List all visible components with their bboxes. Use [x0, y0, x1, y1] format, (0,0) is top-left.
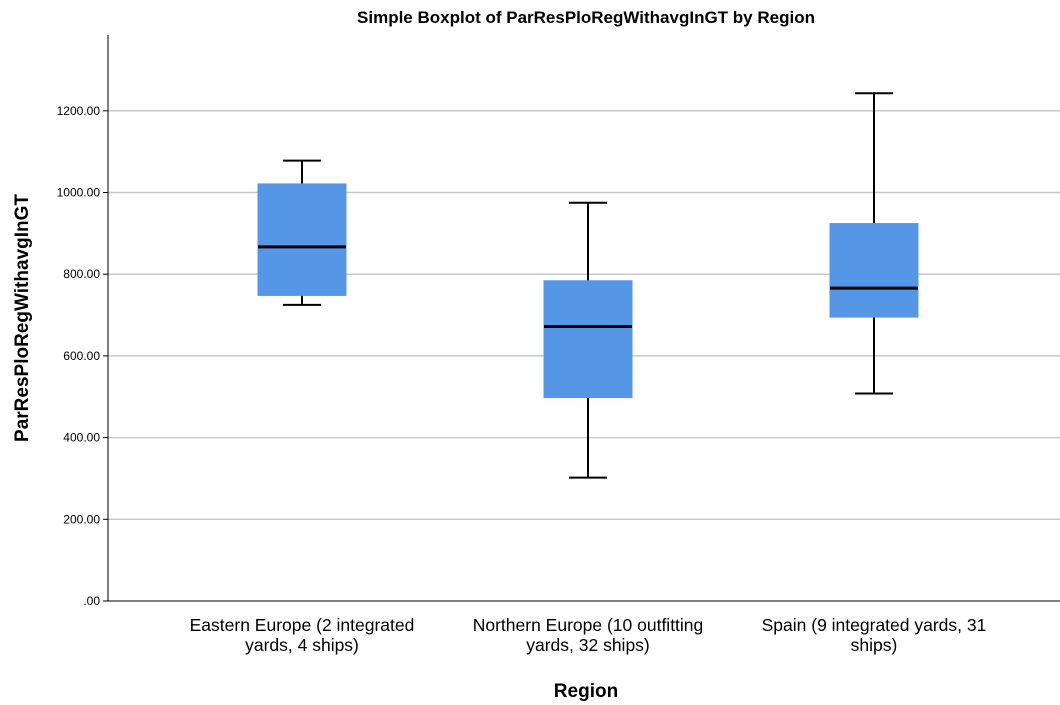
box-group [257, 159, 347, 306]
y-tick-label: 400.00 [63, 431, 100, 445]
iqr-box [543, 280, 633, 399]
box-group [543, 201, 633, 479]
y-tick-label: 200.00 [63, 512, 100, 526]
chart-title: Simple Boxplot of ParResPloRegWithavgInG… [357, 8, 815, 27]
iqr-box [257, 183, 347, 296]
y-ticks: .00 200.00 400.00 600.00 800.00 1000.00 1200.0… [57, 104, 108, 608]
x-tick-label: Eastern Europe (2 integrated yards, 4 shi… [190, 615, 415, 655]
box-group [829, 92, 919, 395]
y-tick-label: .00 [83, 594, 100, 608]
x-tick-label: Northern Europe (10 outfitting yards, 32 … [473, 615, 704, 655]
y-tick-label: 1000.00 [57, 186, 101, 200]
y-tick-label: 600.00 [63, 349, 100, 363]
y-axis-title: ParResPloRegWithavgInGT [12, 194, 33, 442]
y-tick-label: 800.00 [63, 267, 100, 281]
x-category-labels: Eastern Europe (2 integrated yards, 4 shi… [190, 615, 987, 655]
boxes [257, 92, 919, 479]
y-tick-label: 1200.00 [57, 104, 101, 118]
iqr-box [829, 223, 919, 318]
x-tick-label: Spain (9 integrated yards, 31 ships) [762, 615, 987, 655]
x-axis-title: Region [554, 681, 618, 702]
